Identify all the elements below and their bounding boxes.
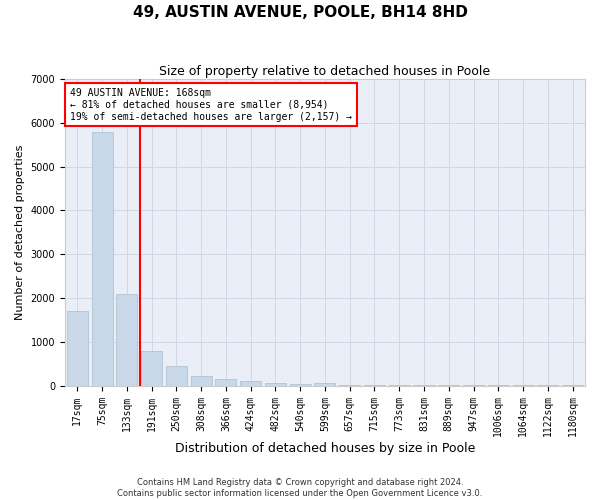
Text: 49 AUSTIN AVENUE: 168sqm
← 81% of detached houses are smaller (8,954)
19% of sem: 49 AUSTIN AVENUE: 168sqm ← 81% of detach… (70, 88, 352, 122)
Bar (215, 379, 236, 386)
X-axis label: Distribution of detached houses by size in Poole: Distribution of detached houses by size … (175, 442, 475, 455)
Bar (141, 350, 162, 386)
Y-axis label: Number of detached properties: Number of detached properties (15, 144, 25, 320)
Bar (67, 311, 88, 386)
Bar (116, 294, 137, 386)
Bar (191, 376, 212, 386)
Title: Size of property relative to detached houses in Poole: Size of property relative to detached ho… (160, 65, 491, 78)
Bar (265, 383, 286, 386)
Bar (314, 382, 335, 386)
Bar (166, 366, 187, 386)
Bar (240, 381, 261, 386)
Bar (92, 132, 113, 386)
Text: Contains HM Land Registry data © Crown copyright and database right 2024.
Contai: Contains HM Land Registry data © Crown c… (118, 478, 482, 498)
Bar (290, 384, 311, 386)
Text: 49, AUSTIN AVENUE, POOLE, BH14 8HD: 49, AUSTIN AVENUE, POOLE, BH14 8HD (133, 5, 467, 20)
